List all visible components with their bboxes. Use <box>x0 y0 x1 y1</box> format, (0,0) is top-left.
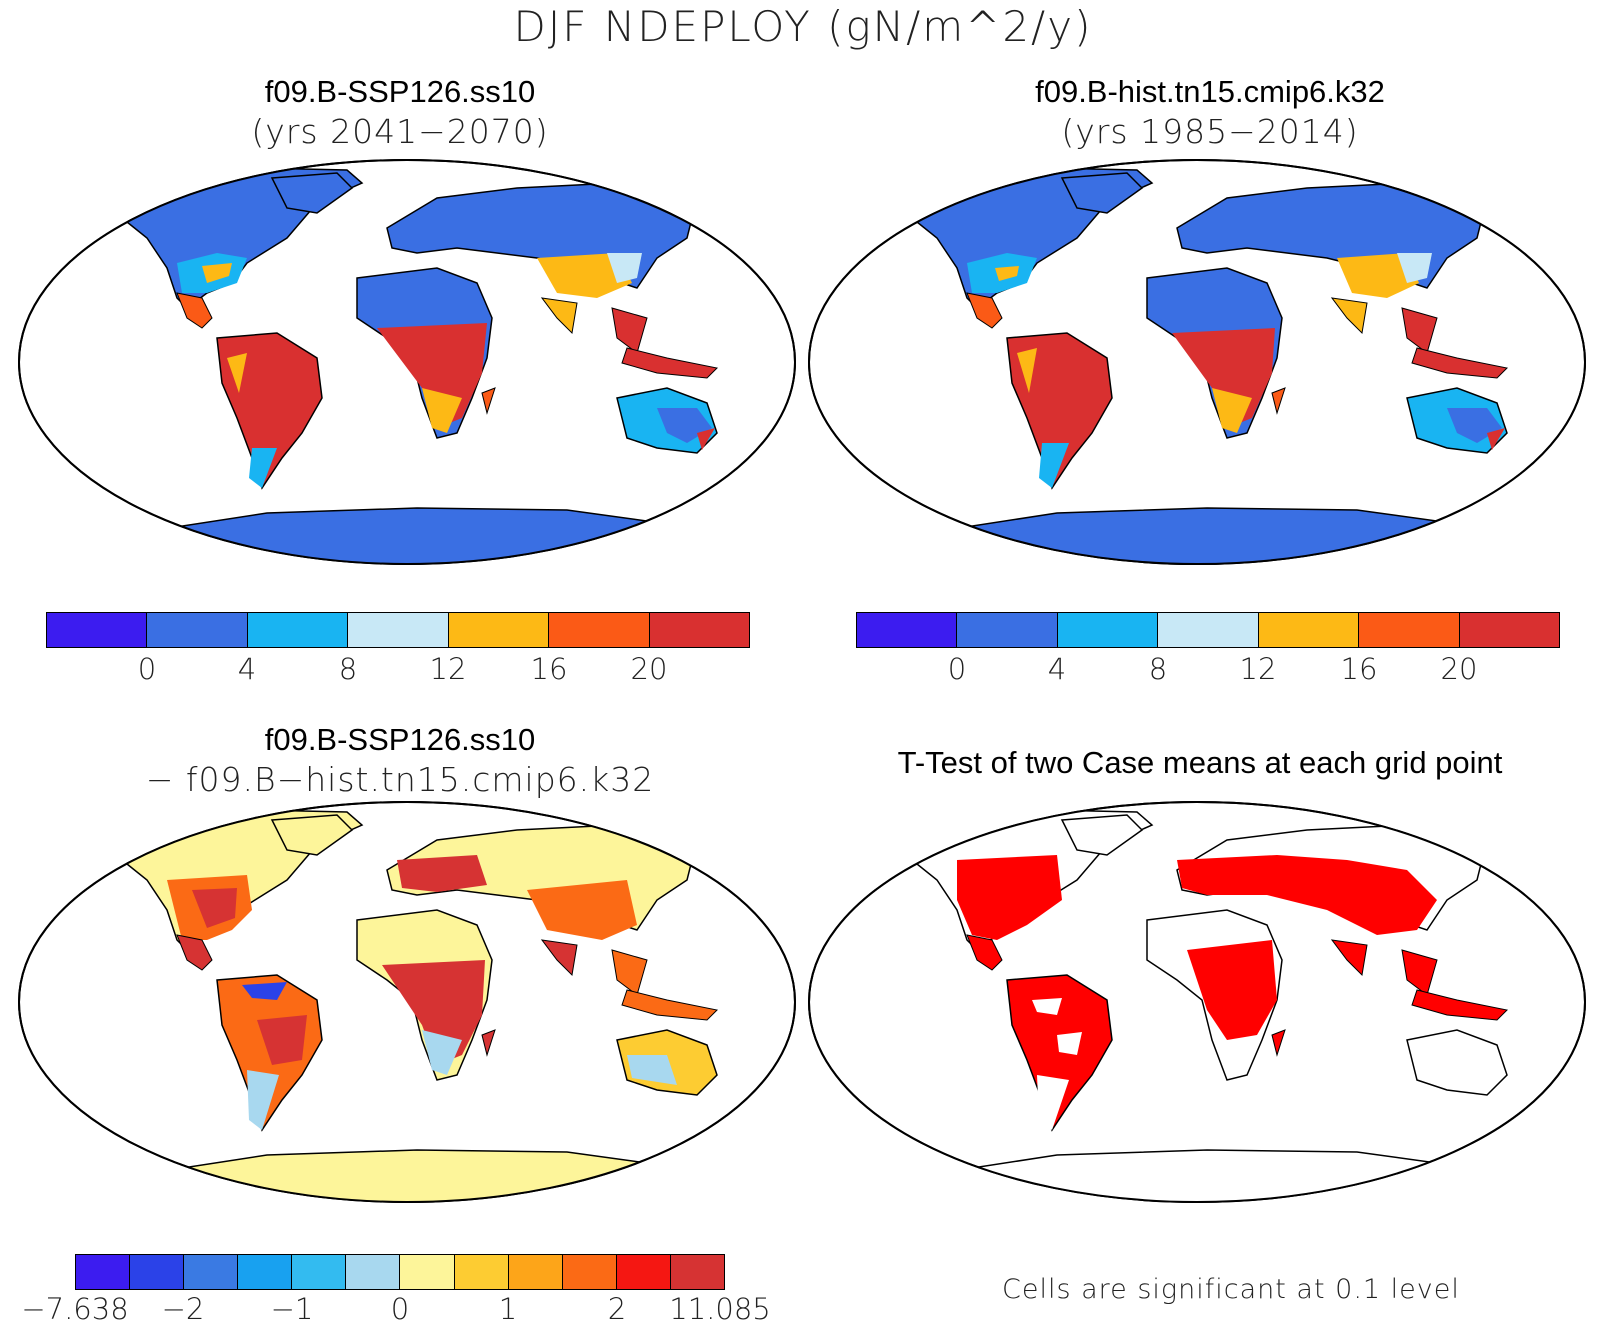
panel1-subtitle: (yrs 2041−2070) <box>251 112 549 151</box>
figure-title: DJF NDEPLOY (gN/m^2/y) <box>513 2 1093 51</box>
colorbar-tick: 16 <box>1340 652 1378 686</box>
colorbar-box <box>616 1255 671 1289</box>
colorbar-historical <box>856 612 1560 648</box>
colorbar-tick: 16 <box>530 652 568 686</box>
colorbar-box <box>649 613 749 647</box>
colorbar-tick: 8 <box>1148 652 1168 686</box>
colorbar-box <box>47 613 148 647</box>
colorbar-tick: 20 <box>1440 652 1478 686</box>
colorbar-box <box>1258 613 1360 647</box>
map-panel-ttest <box>808 801 1586 1203</box>
panel2-title: f09.B-hist.tn15.cmip6.k32 <box>1035 74 1385 109</box>
colorbar-tick: 12 <box>1239 652 1277 686</box>
colorbar-box <box>76 1255 131 1289</box>
continents-future <box>110 167 719 564</box>
panel1-title: f09.B-SSP126.ss10 <box>264 74 536 109</box>
map-panel-difference <box>18 801 796 1203</box>
colorbar-box <box>147 613 248 647</box>
colorbar-tick: 0 <box>947 652 967 686</box>
colorbar-tick: 12 <box>429 652 467 686</box>
colorbar-box <box>1359 613 1460 647</box>
colorbar-box <box>400 1255 455 1289</box>
panel3-title: f09.B-SSP126.ss10 <box>264 722 536 757</box>
colorbar-tick: 2 <box>607 1292 627 1326</box>
colorbar-box <box>1459 613 1559 647</box>
colorbar-future <box>46 612 750 648</box>
panel3-subtitle: − f09.B−hist.tn15.cmip6.k32 <box>145 760 655 799</box>
map-panel-future <box>18 159 796 565</box>
colorbar-difference <box>75 1254 725 1290</box>
panel4-title: T-Test of two Case means at each grid po… <box>897 745 1503 780</box>
colorbar-tick: −2 <box>161 1292 205 1326</box>
colorbar-box <box>957 613 1058 647</box>
colorbar-box <box>247 613 349 647</box>
colorbar-tick: 4 <box>237 652 257 686</box>
colorbar-tick: 1 <box>498 1292 518 1326</box>
colorbar-tick: 4 <box>1047 652 1067 686</box>
colorbar-tick: −7.638 <box>21 1292 129 1326</box>
colorbar-tick: 0 <box>137 652 157 686</box>
colorbar-box <box>348 613 449 647</box>
colorbar-tick: 8 <box>338 652 358 686</box>
colorbar-box <box>448 613 550 647</box>
colorbar-box <box>857 613 958 647</box>
colorbar-box <box>508 1255 563 1289</box>
panel2-subtitle: (yrs 1985−2014) <box>1061 112 1359 151</box>
colorbar-box <box>562 1255 617 1289</box>
colorbar-box <box>346 1255 401 1289</box>
colorbar-box <box>1158 613 1259 647</box>
colorbar-tick: 11.085 <box>669 1292 771 1326</box>
colorbar-tick: 20 <box>630 652 668 686</box>
colorbar-box <box>549 613 650 647</box>
colorbar-box <box>238 1255 293 1289</box>
continents-difference <box>110 809 719 1202</box>
colorbar-box <box>454 1255 509 1289</box>
colorbar-box <box>292 1255 347 1289</box>
colorbar-tick: −1 <box>270 1292 314 1326</box>
colorbar-box <box>1057 613 1159 647</box>
significance-note: Cells are significant at 0.1 level <box>1002 1274 1460 1305</box>
colorbar-box <box>130 1255 185 1289</box>
colorbar-tick: 0 <box>390 1292 410 1326</box>
colorbar-box <box>184 1255 239 1289</box>
map-panel-historical <box>808 159 1586 565</box>
colorbar-box <box>670 1255 724 1289</box>
